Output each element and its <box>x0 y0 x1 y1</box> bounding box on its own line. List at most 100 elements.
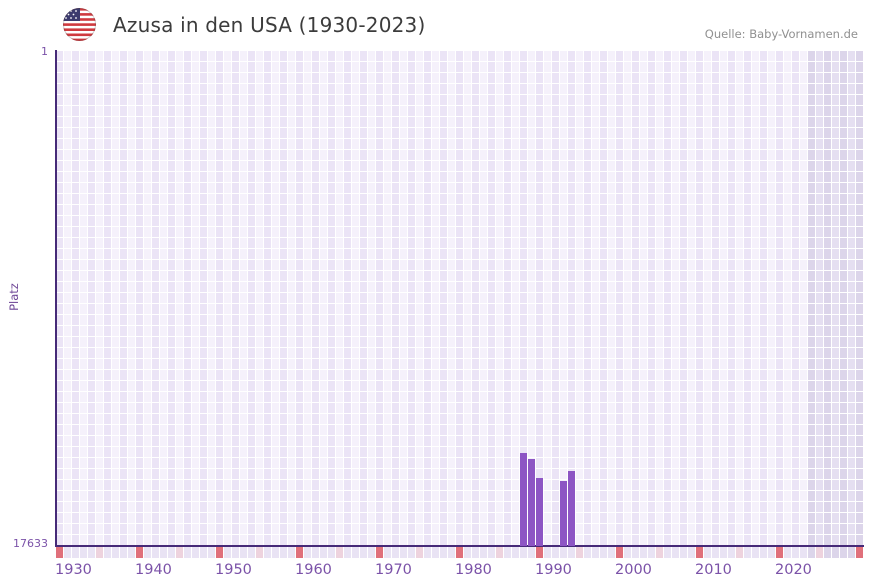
timeline-cell-1992 <box>552 547 559 558</box>
timeline-cell-2029 <box>848 547 855 558</box>
timeline-cell-1988 <box>520 547 527 558</box>
timeline-cell-2024 <box>808 547 815 558</box>
timeline-cell-1979 <box>448 547 455 558</box>
timeline-cell-2000 <box>616 547 623 558</box>
timeline-cell-1994 <box>568 547 575 558</box>
timeline-cell-1976 <box>424 547 431 558</box>
timeline-cell-1938 <box>120 547 127 558</box>
timeline-cell-1964 <box>328 547 335 558</box>
x-tick-1990: 1990 <box>535 562 572 578</box>
plot-grid <box>56 51 808 546</box>
source-credit: Quelle: Baby-Vornamen.de <box>704 27 858 41</box>
timeline-cell-2026 <box>824 547 831 558</box>
timeline-cell-1977 <box>432 547 439 558</box>
timeline-cell-1970 <box>376 547 383 558</box>
timeline-cell-2008 <box>680 547 687 558</box>
timeline-cell-1997 <box>592 547 599 558</box>
timeline-cell-1957 <box>272 547 279 558</box>
timeline-cell-1999 <box>608 547 615 558</box>
bar-1989[interactable] <box>528 459 535 546</box>
timeline-cell-2018 <box>760 547 767 558</box>
timeline-cell-1952 <box>232 547 239 558</box>
timeline-cell-1950 <box>216 547 223 558</box>
timeline-cell-1953 <box>240 547 247 558</box>
timeline-cell-1932 <box>72 547 79 558</box>
timeline-cell-1990 <box>536 547 543 558</box>
timeline-cell-2022 <box>792 547 799 558</box>
timeline-cell-1939 <box>128 547 135 558</box>
timeline-cell-1940 <box>136 547 143 558</box>
x-tick-1930: 1930 <box>55 562 92 578</box>
timeline-cell-1960 <box>296 547 303 558</box>
timeline-cell-1951 <box>224 547 231 558</box>
timeline-cell-2020 <box>776 547 783 558</box>
y-axis-top-tick: 1 <box>41 45 48 58</box>
timeline-cell-1954 <box>248 547 255 558</box>
timeline-cell-2015 <box>736 547 743 558</box>
timeline-cell-1956 <box>264 547 271 558</box>
timeline-cell-1965 <box>336 547 343 558</box>
timeline-cell-2002 <box>632 547 639 558</box>
timeline-cell-1934 <box>88 547 95 558</box>
timeline-cell-1958 <box>280 547 287 558</box>
timeline-cell-2027 <box>832 547 839 558</box>
us-flag-icon <box>63 8 96 41</box>
future-grid-band <box>808 51 864 546</box>
timeline-cell-1947 <box>192 547 199 558</box>
chart-title: Azusa in den USA (1930-2023) <box>113 13 426 37</box>
timeline-cell-2028 <box>840 547 847 558</box>
timeline-cell-1984 <box>488 547 495 558</box>
timeline-cell-2001 <box>624 547 631 558</box>
timeline-cell-1989 <box>528 547 535 558</box>
timeline-cell-1944 <box>168 547 175 558</box>
timeline-cell-1991 <box>544 547 551 558</box>
timeline-cell-1963 <box>320 547 327 558</box>
timeline-cell-1943 <box>160 547 167 558</box>
x-axis-line <box>55 545 864 547</box>
y-axis-title: Platz <box>7 283 21 311</box>
x-tick-1970: 1970 <box>375 562 412 578</box>
bar-1994[interactable] <box>568 471 575 546</box>
timeline-cell-1982 <box>472 547 479 558</box>
timeline-cell-1942 <box>152 547 159 558</box>
timeline-cell-2013 <box>720 547 727 558</box>
x-tick-2020: 2020 <box>775 562 812 578</box>
timeline-cell-1973 <box>400 547 407 558</box>
timeline-cell-1945 <box>176 547 183 558</box>
timeline-cell-1972 <box>392 547 399 558</box>
bar-1993[interactable] <box>560 481 567 546</box>
timeline-cell-2010 <box>696 547 703 558</box>
timeline-cell-1941 <box>144 547 151 558</box>
bar-1990[interactable] <box>536 478 543 546</box>
timeline-cell-1975 <box>416 547 423 558</box>
timeline-cell-1987 <box>512 547 519 558</box>
x-tick-2000: 2000 <box>615 562 652 578</box>
timeline-cell-1974 <box>408 547 415 558</box>
x-tick-1980: 1980 <box>455 562 492 578</box>
timeline-cell-1946 <box>184 547 191 558</box>
timeline-cell-1955 <box>256 547 263 558</box>
timeline-cell-2006 <box>664 547 671 558</box>
timeline-cell-1978 <box>440 547 447 558</box>
timeline-cell-2016 <box>744 547 751 558</box>
timeline-cell-1996 <box>584 547 591 558</box>
timeline-cell-1967 <box>352 547 359 558</box>
timeline-cell-1935 <box>96 547 103 558</box>
timeline-cell-2007 <box>672 547 679 558</box>
x-tick-1960: 1960 <box>295 562 332 578</box>
timeline-cell-2030 <box>856 547 863 558</box>
timeline-cell-1948 <box>200 547 207 558</box>
timeline-cell-1937 <box>112 547 119 558</box>
timeline-cell-2005 <box>656 547 663 558</box>
timeline-cell-1980 <box>456 547 463 558</box>
bar-1988[interactable] <box>520 453 527 546</box>
timeline-cell-1983 <box>480 547 487 558</box>
x-tick-1950: 1950 <box>215 562 252 578</box>
timeline-cell-1993 <box>560 547 567 558</box>
timeline-cell-1933 <box>80 547 87 558</box>
timeline-cell-2012 <box>712 547 719 558</box>
timeline-cell-2017 <box>752 547 759 558</box>
timeline-cell-1930 <box>56 547 63 558</box>
timeline-cell-1981 <box>464 547 471 558</box>
timeline-cell-1969 <box>368 547 375 558</box>
